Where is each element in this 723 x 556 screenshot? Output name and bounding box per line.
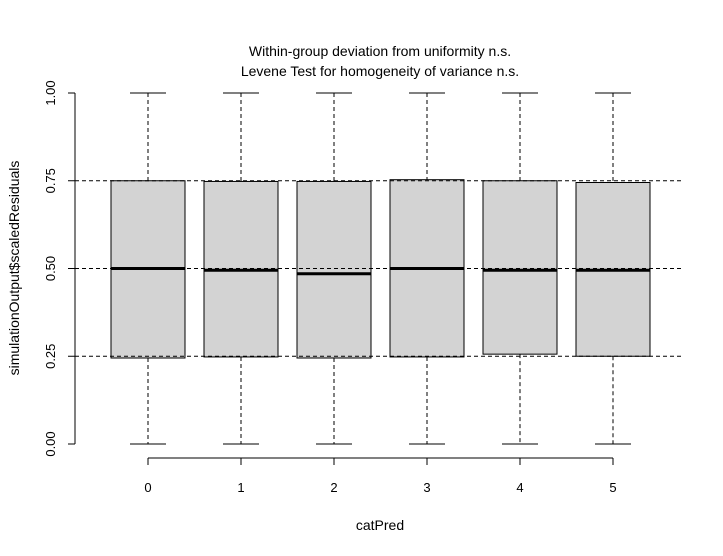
chart-title-line-2: Levene Test for homogeneity of variance … [241, 63, 519, 79]
y-tick-label: 0.50 [43, 256, 58, 281]
y-tick-label: 0.25 [43, 344, 58, 369]
chart-title-line-1: Within-group deviation from uniformity n… [249, 43, 511, 59]
x-tick-label: 3 [423, 480, 430, 495]
x-axis-label: catPred [356, 517, 404, 533]
plot-area: 0.00 0.25 0.50 0.75 1.00 0 1 2 3 4 5 [43, 80, 684, 495]
x-tick-label: 2 [330, 480, 337, 495]
x-tick-label: 0 [144, 480, 151, 495]
y-tick-label: 1.00 [43, 80, 58, 105]
x-tick-label: 5 [609, 480, 616, 495]
y-axis-label: simulationOutput$scaledResiduals [6, 161, 22, 376]
x-tick-label: 1 [237, 480, 244, 495]
x-tick-label: 4 [516, 480, 523, 495]
box-4 [482, 180, 558, 355]
box-2 [296, 180, 372, 359]
y-tick-label: 0.00 [43, 431, 58, 456]
y-tick-label: 0.75 [43, 168, 58, 193]
